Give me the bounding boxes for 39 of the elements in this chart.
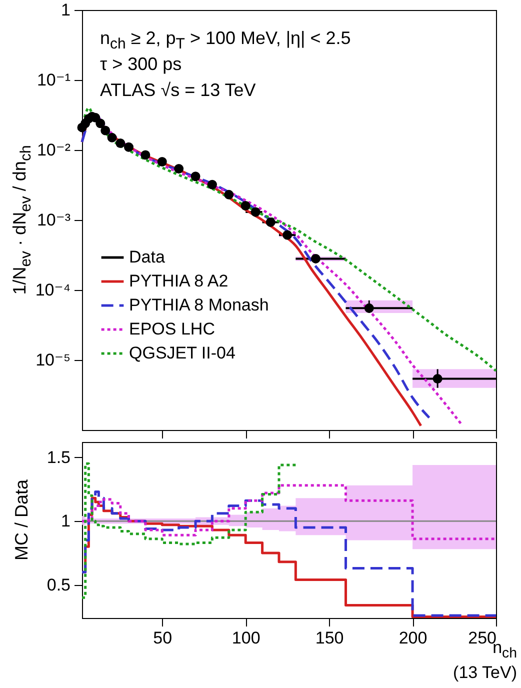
legend-label: QGSJET II-04 <box>129 344 236 362</box>
y-tick-label: 10⁻⁵ <box>36 350 70 370</box>
point <box>207 180 217 190</box>
point <box>240 200 250 210</box>
y-tick-label: 1.5 <box>46 448 70 467</box>
point <box>116 138 126 148</box>
legend-label: EPOS LHC <box>129 320 215 338</box>
point <box>250 207 260 217</box>
point <box>124 142 134 152</box>
point <box>190 172 200 182</box>
point <box>96 118 106 128</box>
point <box>266 217 276 227</box>
annotation: ATLAS √s = 13 TeV <box>100 80 256 101</box>
y-tick-label: 10⁻¹ <box>36 70 71 90</box>
legend-label: Data <box>129 248 166 266</box>
point <box>174 164 184 174</box>
point <box>107 132 117 142</box>
y-tick-label: 1 <box>61 512 70 531</box>
point <box>432 374 442 384</box>
y-tick-label: 10⁻⁴ <box>35 280 70 300</box>
legend-label: PYTHIA 8 Monash <box>129 296 269 314</box>
y-axis-title: MC / Data <box>12 479 32 561</box>
x-tick-label: 50 <box>153 628 172 648</box>
y-tick-label: 0.5 <box>46 575 70 594</box>
y-tick-label: 1 <box>61 0 70 20</box>
point <box>100 126 110 136</box>
annotation: τ > 300 ps <box>100 54 182 75</box>
x-tick-label: 200 <box>398 628 428 648</box>
point <box>140 150 150 160</box>
y-tick-label: 10⁻³ <box>36 210 71 230</box>
legend-label: PYTHIA 8 A2 <box>129 272 228 290</box>
y-tick-label: 10⁻² <box>36 140 71 160</box>
point <box>157 156 167 166</box>
point <box>224 190 234 200</box>
point <box>310 254 320 264</box>
x-tick-label: 100 <box>232 628 260 648</box>
point <box>364 303 374 313</box>
x-tick-label: 150 <box>315 628 344 648</box>
annotation: n$_{ch}$ ≥ 2, p$_{T}$ > 100 MeV, |η| < 2.5 <box>100 28 351 53</box>
